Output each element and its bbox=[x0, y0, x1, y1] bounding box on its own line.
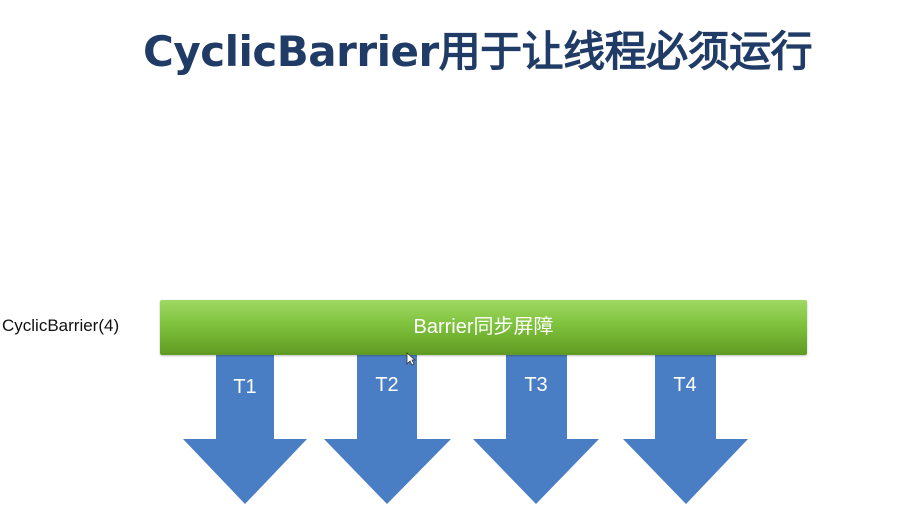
mouse-pointer-icon bbox=[406, 352, 416, 366]
thread-arrow-t1 bbox=[183, 353, 307, 504]
barrier-bar: Barrier同步屏障 bbox=[160, 300, 807, 355]
barrier-label: Barrier同步屏障 bbox=[413, 316, 554, 338]
thread-label-t4: T4 bbox=[673, 374, 697, 396]
thread-arrow-t4 bbox=[623, 353, 748, 504]
thread-label-t3: T3 bbox=[524, 374, 548, 396]
thread-label-t2: T2 bbox=[375, 374, 399, 396]
thread-arrow-t3 bbox=[473, 353, 599, 504]
slide-title: CyclicBarrier用于让线程必须运行 bbox=[143, 27, 813, 76]
thread-label-t1: T1 bbox=[233, 376, 257, 398]
thread-arrow-t2 bbox=[324, 353, 451, 504]
barrier-constructor-label: CyclicBarrier(4) bbox=[2, 316, 120, 335]
